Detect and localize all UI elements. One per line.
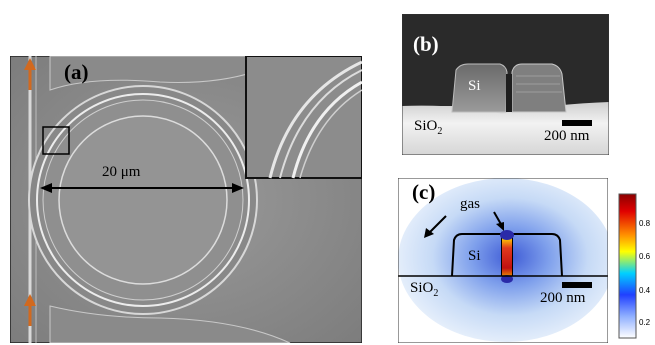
panel-c-gas-text: gas	[460, 196, 480, 212]
panel-a-label: (a)	[64, 60, 89, 84]
panel-b-label: (b)	[413, 32, 439, 56]
panel-b-scale-text: 200 nm	[544, 128, 590, 144]
panel-a: (a) 20 μm	[10, 56, 362, 343]
panel-b: (b) Si SiO2 200 nm	[402, 14, 609, 155]
colorbar-image	[618, 193, 637, 339]
panel-c-sio2-base: SiO	[410, 280, 434, 296]
colorbar-tick-1: 0.6	[639, 252, 651, 261]
panel-b-si-text: Si	[468, 78, 481, 94]
panel-c-si-text: Si	[468, 248, 481, 264]
panel-c-image	[398, 178, 608, 343]
panel-c-label: (c)	[412, 180, 436, 204]
panel-c-sio2-text: SiO2	[410, 280, 438, 299]
panel-c-sio2-sub: 2	[433, 288, 439, 299]
panel-b-sio2-text: SiO2	[414, 118, 442, 137]
panel-b-sio2-base: SiO	[414, 118, 438, 134]
panel-c-scale-text: 200 nm	[540, 290, 586, 306]
panel-a-image	[10, 56, 362, 343]
colorbar: 0.8 0.6 0.4 0.2	[618, 193, 654, 340]
panel-b-sio2-sub: 2	[437, 126, 443, 137]
panel-b-image	[402, 14, 609, 155]
colorbar-tick-0: 0.8	[639, 219, 651, 228]
colorbar-tick-2: 0.4	[639, 286, 651, 295]
colorbar-tick-3: 0.2	[639, 318, 651, 327]
panel-c: (c) gas Si SiO2 200 nm	[398, 178, 608, 343]
panel-a-scale-text: 20 μm	[102, 164, 141, 180]
